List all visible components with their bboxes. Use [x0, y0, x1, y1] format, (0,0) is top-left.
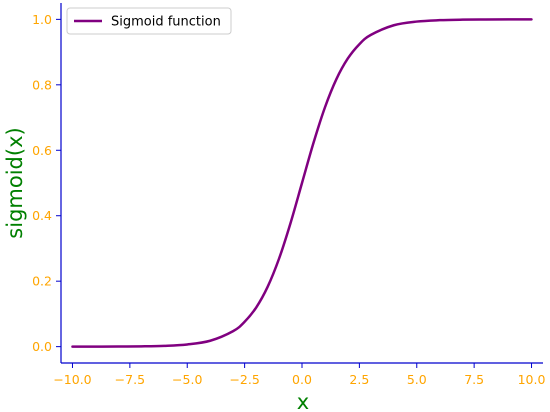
- x-tick-label: 5.0: [407, 372, 427, 387]
- y-tick-label: 0.0: [32, 339, 52, 354]
- legend-box: [66, 7, 232, 35]
- sigmoid-series-line: [71, 18, 533, 348]
- legend-label: Sigmoid function: [111, 15, 221, 30]
- y-axis-title: sigmoid(x): [3, 127, 27, 238]
- x-axis-title: x: [297, 390, 309, 412]
- x-tick-label: −2.5: [229, 372, 259, 387]
- x-tick-label: 10.0: [518, 372, 546, 387]
- x-tick-label: 7.5: [464, 372, 484, 387]
- x-tick-label: 0.0: [292, 372, 312, 387]
- y-tick-label: 1.0: [32, 12, 52, 27]
- plot-area: [71, 18, 533, 348]
- x-tick-label: −7.5: [115, 372, 145, 387]
- y-tick-label: 0.8: [32, 77, 52, 92]
- y-tick-label: 0.6: [32, 143, 52, 158]
- y-axis: 0.0 0.2 0.4 0.6 0.8 1.0: [32, 3, 62, 363]
- y-tick-label: 0.4: [32, 208, 52, 223]
- x-axis: −10.0 −7.5 −5.0 −2.5 0.0 2.5 5.0 7.5 10.0: [53, 362, 546, 387]
- x-tick-label: −10.0: [53, 372, 91, 387]
- y-tick-label: 0.2: [32, 274, 52, 289]
- x-tick-label: 2.5: [349, 372, 369, 387]
- legend: Sigmoid function: [66, 7, 232, 35]
- x-tick-label: −5.0: [172, 372, 202, 387]
